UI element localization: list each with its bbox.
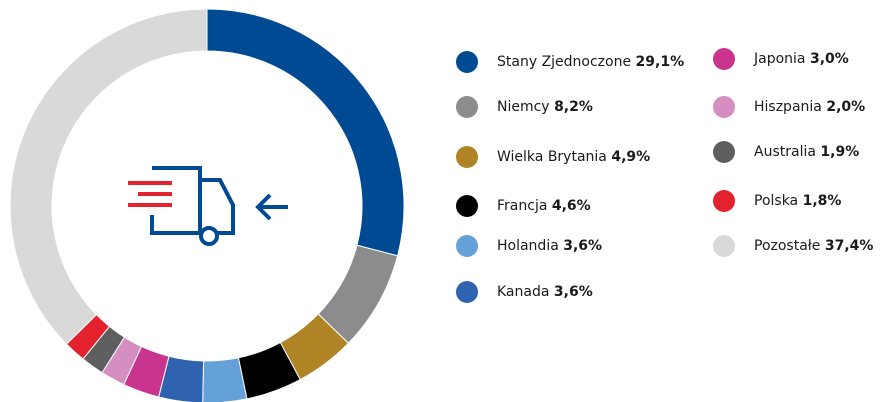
legend-swatch xyxy=(713,141,735,163)
legend-swatch xyxy=(713,96,735,118)
legend-label: Kanada xyxy=(497,284,549,300)
legend-entry: Niemcy 8,2% xyxy=(497,99,593,115)
legend-value: 3,6% xyxy=(563,238,602,254)
legend-value: 4,6% xyxy=(552,198,591,214)
legend-entry: Japonia 3,0% xyxy=(753,51,849,67)
legend-swatch xyxy=(456,96,478,118)
legend-label: Stany Zjednoczone xyxy=(497,54,631,70)
legend-swatch xyxy=(713,48,735,70)
legend-swatch xyxy=(456,51,478,73)
legend-label: Polska xyxy=(754,193,798,209)
legend-label: Niemcy xyxy=(497,99,550,115)
legend-label: Francja xyxy=(497,198,547,214)
legend-swatch xyxy=(456,195,478,217)
legend-label: Hiszpania xyxy=(754,99,822,115)
legend-value: 4,9% xyxy=(611,149,650,165)
legend-value: 2,0% xyxy=(826,99,865,115)
legend-entry: Holandia 3,6% xyxy=(497,238,602,254)
donut-slice xyxy=(206,8,405,257)
legend-entry: Kanada 3,6% xyxy=(497,284,593,300)
legend-value: 1,9% xyxy=(820,144,859,160)
legend-entry: Hiszpania 2,0% xyxy=(754,99,865,115)
legend-entry: Stany Zjednoczone 29,1% xyxy=(497,54,684,70)
legend-value: 3,6% xyxy=(554,284,593,300)
legend-value: 3,0% xyxy=(810,51,849,67)
legend-swatch xyxy=(456,146,478,168)
legend-value: 37,4% xyxy=(825,238,874,254)
legend-label: Holandia xyxy=(497,238,559,254)
legend-value: 29,1% xyxy=(636,54,685,70)
donut-slice xyxy=(9,8,208,345)
legend-label: Wielka Brytania xyxy=(497,149,607,165)
legend-label: Australia xyxy=(754,144,816,160)
legend-label: Pozostałe xyxy=(754,238,820,254)
legend-label: Japonia xyxy=(753,51,806,67)
donut-slice xyxy=(202,357,248,402)
legend-entry: Wielka Brytania 4,9% xyxy=(497,149,650,165)
legend-swatch xyxy=(456,281,478,303)
legend-value: 8,2% xyxy=(554,99,593,115)
legend-swatch xyxy=(456,235,478,257)
legend-swatch xyxy=(713,235,735,257)
truck-icon xyxy=(128,166,288,246)
legend-entry: Polska 1,8% xyxy=(754,193,841,209)
legend-value: 1,8% xyxy=(803,193,842,209)
legend-swatch xyxy=(713,190,735,212)
legend-entry: Francja 4,6% xyxy=(497,198,591,214)
legend-entry: Pozostałe 37,4% xyxy=(754,238,873,254)
legend-entry: Australia 1,9% xyxy=(754,144,859,160)
